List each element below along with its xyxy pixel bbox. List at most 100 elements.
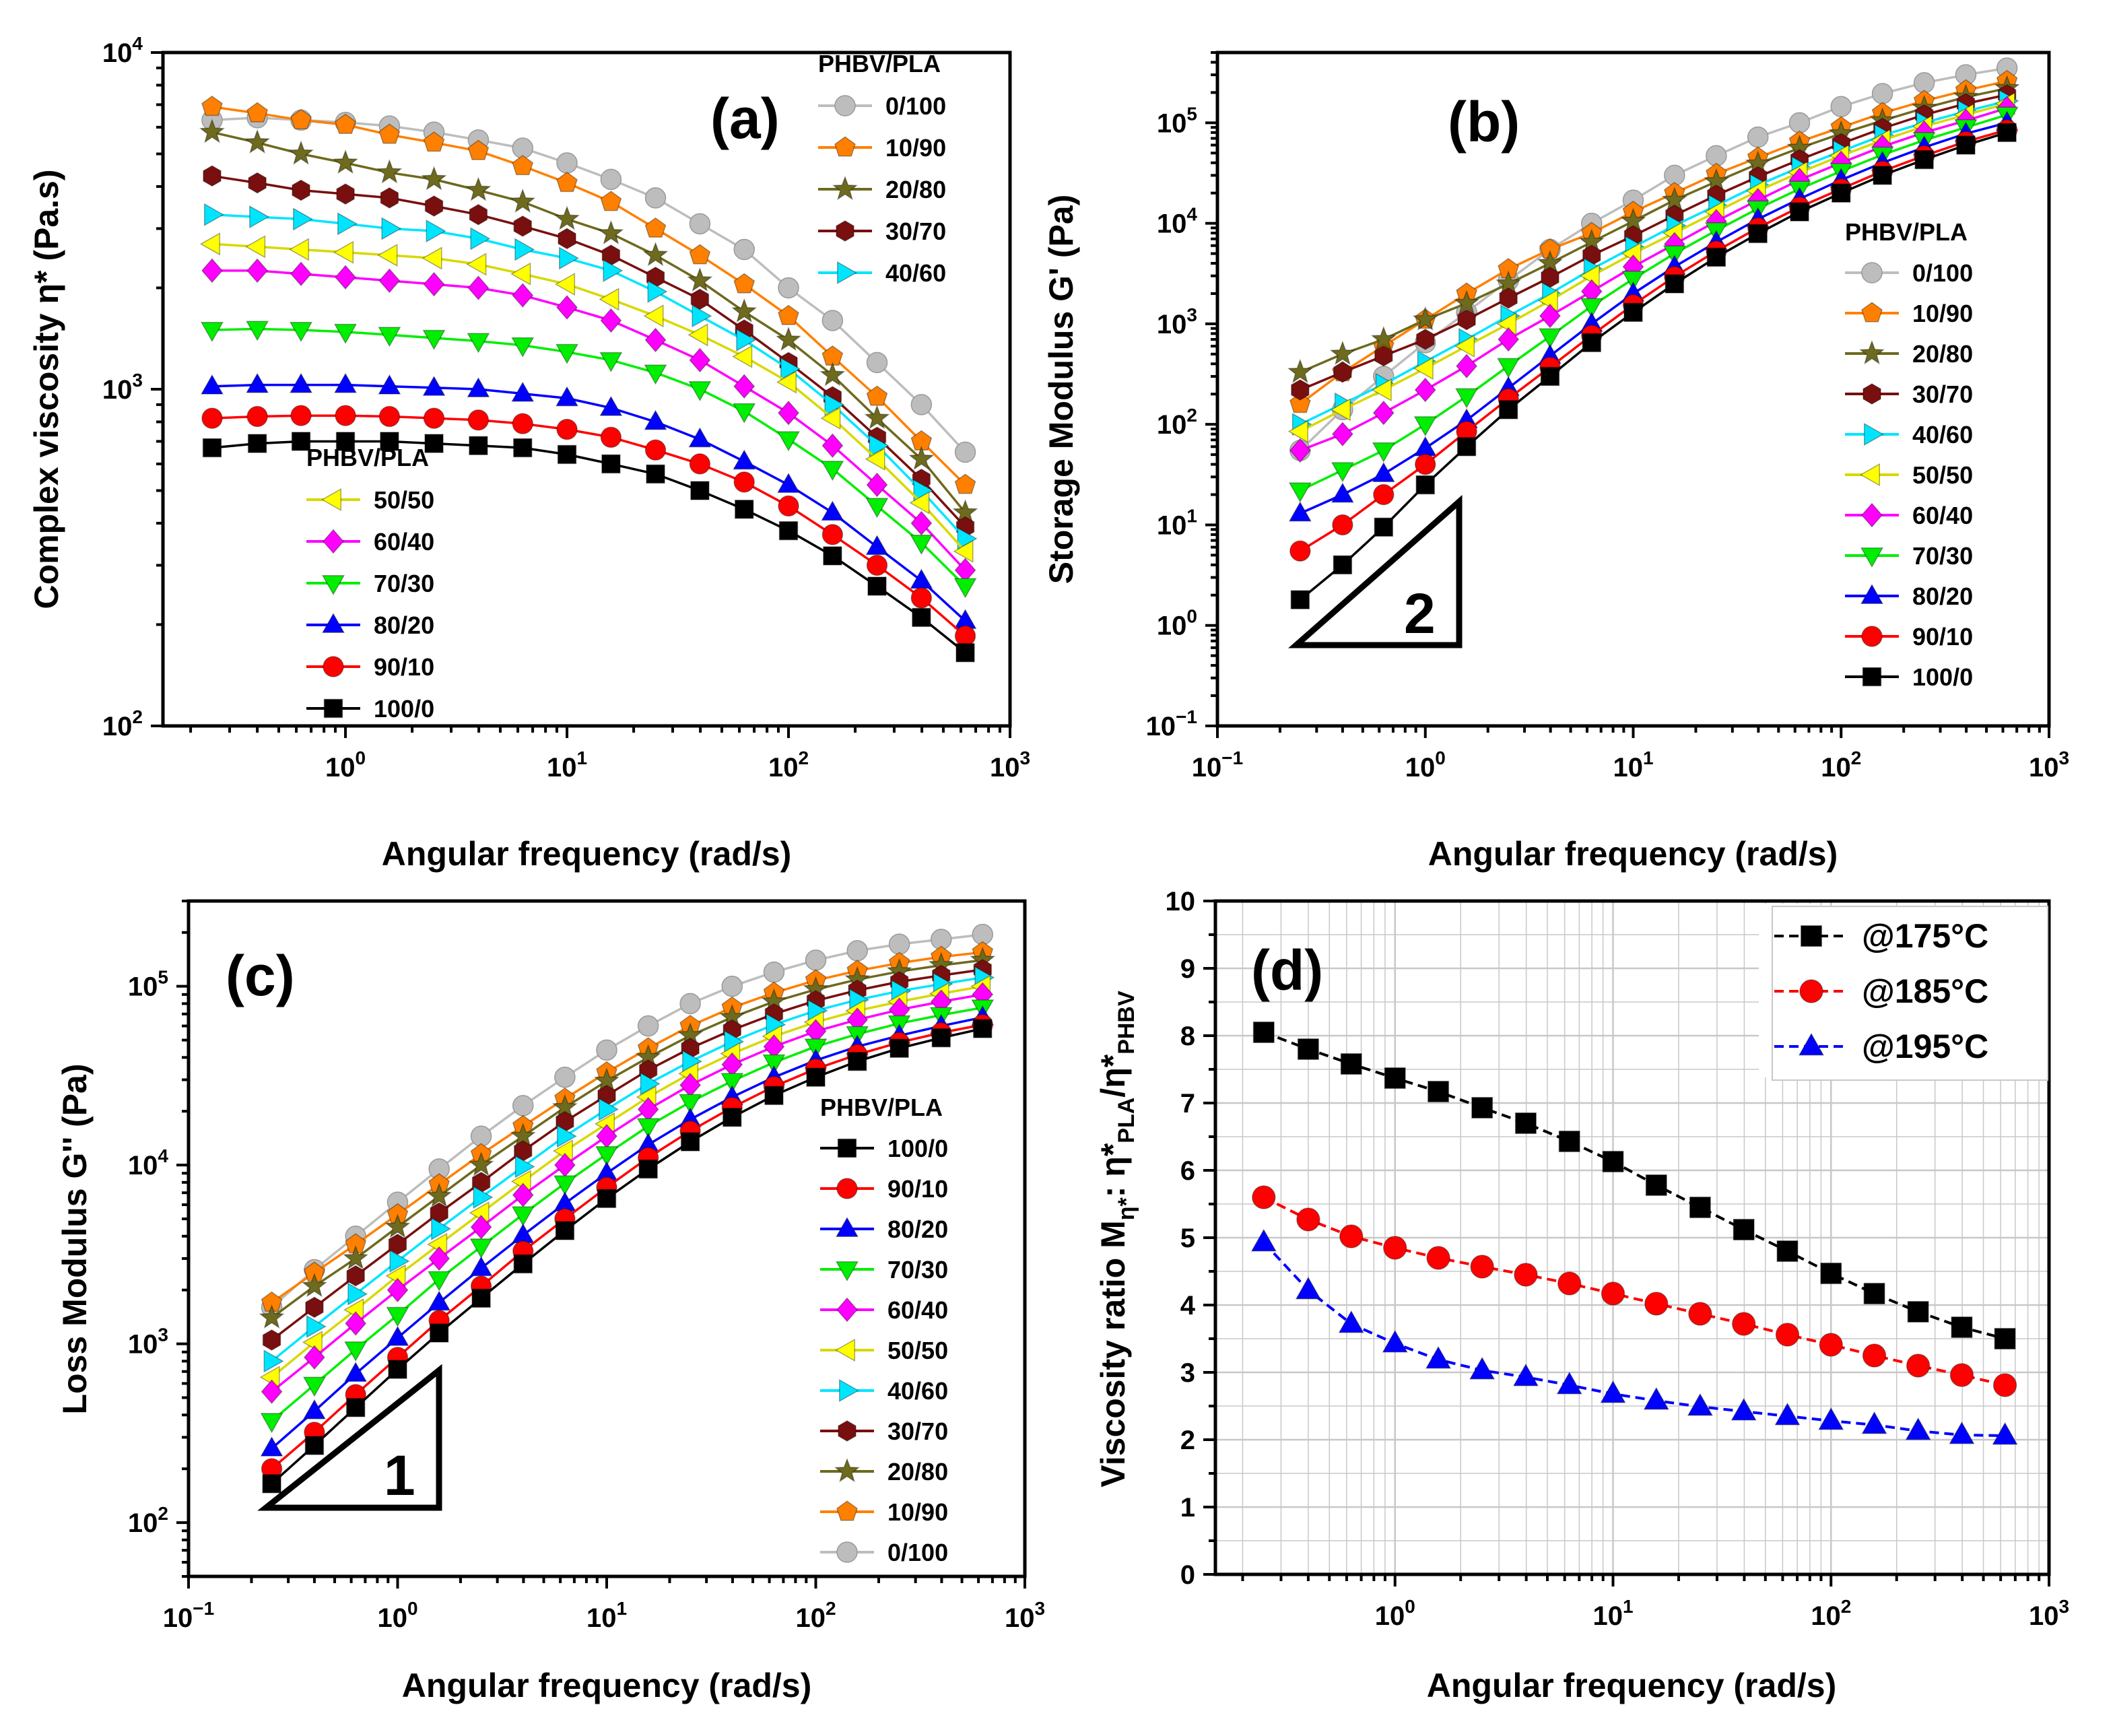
data-point-20/80-9 [598,220,624,245]
data-point-60/40-8 [556,295,578,320]
data-point-70/30-7 [511,337,535,358]
legend-title: PHBV/PLA [820,1094,943,1121]
data-point-@185°C-11 [1731,1312,1756,1336]
data-point-70/30-2 [290,321,313,342]
data-point-@175°C-9 [1645,1174,1667,1197]
data-point-70/30-6 [467,333,490,354]
data-point-10/90-17 [954,473,976,494]
data-point-@195°C-0 [1250,1228,1277,1252]
data-point-20/80-4 [1453,290,1480,314]
panel-c: 10−1 100 101 102 103 102 103 104 105 1 (c) Angul… [56,899,1045,1704]
data-point-0/100-8 [556,152,578,174]
data-point-40/60-2 [293,207,314,231]
data-point-70/30-5 [422,329,446,350]
x-tick-label: 100 [1405,747,1446,782]
panel-c-legend: PHBV/PLA 100/0 90/10 80/20 70/30 60/40 50/50 40… [820,1094,948,1566]
data-point-@175°C-16 [1951,1316,1973,1339]
data-point-90/10-1 [246,405,268,428]
x-tick-label: 10−1 [1192,747,1243,782]
data-point-50/50-9 [599,288,619,311]
data-point-100/0-6 [469,436,488,455]
data-point-80/20-15 [865,535,889,556]
data-point-70/30-13 [776,431,801,452]
data-point-60/40-3 [335,265,357,290]
data-point-40/60-3 [337,212,358,236]
legend-label-0/100: 0/100 [887,1539,948,1566]
legend-marker-40/60 [837,261,858,285]
data-point-80/20-5 [469,1256,493,1277]
data-point-70/30-16 [910,534,933,555]
data-point-20/80-3 [332,149,359,174]
data-point-80/20-4 [428,1290,451,1311]
x-tick-label: 100 [1375,1596,1415,1631]
legend-label-10/90: 10/90 [1912,300,1973,327]
data-point-100/0-4 [380,432,399,451]
data-point-100/0-15 [867,576,887,596]
legend-label-10/90: 10/90 [885,134,946,162]
data-point-70/30-4 [378,327,401,347]
panel-a-x-axis-title: Angular frequency (rad/s) [382,835,791,873]
data-point-30/70-0 [203,165,222,187]
data-point-20/80-10 [642,241,669,267]
data-point-90/10-4 [378,405,401,428]
data-point-80/20-11 [688,427,712,448]
panel-d-ylabel-sub1: PLA [1114,1098,1139,1143]
data-point-@175°C-11 [1733,1218,1755,1241]
series-line-70/30 [211,327,966,587]
data-point-10/90-2 [290,108,312,129]
data-point-40/60-5 [473,1186,494,1209]
y-tick-label: 102 [128,1503,168,1538]
data-point-70/30-1 [246,321,269,341]
y-tick-label: 5 [1180,1224,1195,1253]
data-point-100/0-9 [1665,274,1685,294]
data-point-100/0-5 [471,1288,491,1308]
data-point-100/0-10 [646,464,665,484]
legend-marker-40/60 [1864,422,1885,446]
data-point-@185°C-4 [1426,1246,1450,1270]
legend-label-30/70: 30/70 [887,1417,948,1445]
data-point-70/30-3 [1413,416,1437,437]
data-point-10/90-1 [246,102,268,123]
data-point-70/30-7 [553,1175,576,1196]
data-point-0/100-10 [679,993,701,1015]
data-point-@195°C-5 [1469,1356,1496,1380]
legend-marker-30/70 [1862,383,1881,405]
data-point-@185°C-3 [1382,1236,1407,1260]
data-point-20/80-2 [288,140,314,165]
data-point-0/100-12 [763,961,785,983]
data-point-40/60-6 [470,227,491,251]
legend-marker-70/30 [321,575,345,596]
data-point-80/20-2 [1372,462,1395,483]
legend-label-100/0: 100/0 [374,695,434,723]
data-point-10/90-0 [1289,393,1311,413]
legend-title: PHBV/PLA [1845,218,1968,246]
data-point-100/0-7 [512,438,533,458]
legend-marker-20/80 [1858,339,1885,365]
data-point-40/60-17 [957,527,978,550]
legend-marker-0/100 [834,95,856,116]
legend-label-100/0: 100/0 [1912,663,1973,691]
x-tick-label: 102 [768,747,809,782]
data-point-0/100-11 [1747,126,1769,148]
data-point-100/0-13 [1832,183,1851,203]
data-point-90/10-14 [821,524,844,545]
data-point-@185°C-15 [1906,1354,1931,1378]
data-point-90/10-11 [689,453,711,475]
data-point-100/0-17 [1997,123,2017,143]
legend-marker-0/100 [836,1541,858,1563]
data-point-30/70-1 [248,172,267,194]
data-point-60/40-1 [246,258,269,283]
data-point-60/40-1 [1331,422,1353,447]
data-point-@185°C-13 [1819,1333,1843,1357]
data-point-90/10-16 [910,587,933,609]
y-tick-label: 4 [1180,1291,1196,1321]
data-point-30/70-0 [262,1329,281,1351]
panel-d-y-axis-title: Viscosity ratio Mη*: η*PLA/η*PHBV [1094,991,1139,1488]
y-tick-label: 8 [1180,1022,1195,1051]
data-point-100/0-16 [931,1028,951,1048]
data-point-100/0-16 [912,607,931,628]
data-point-100/0-13 [806,1067,826,1087]
data-point-20/80-13 [775,326,802,352]
data-point-0/100-16 [910,394,933,415]
